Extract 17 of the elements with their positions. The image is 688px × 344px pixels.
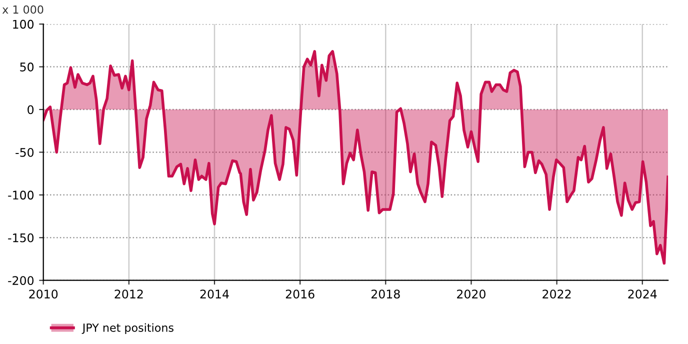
y-tick-label: -50	[16, 148, 34, 157]
legend-label: JPY net positions	[82, 323, 174, 334]
x-tick-label: 2022	[542, 290, 571, 299]
y-tick-label: -150	[8, 233, 34, 242]
x-tick-label: 2018	[371, 290, 400, 299]
y-tick-label: 0	[28, 105, 34, 114]
x-tick-label: 2020	[457, 290, 486, 299]
x-tick-label: 2014	[200, 290, 229, 299]
text: x 1 000	[2, 5, 44, 14]
y-tick-label: -100	[8, 190, 34, 200]
x-tick-label: 2016	[286, 290, 314, 299]
x-tick-label: 2012	[114, 290, 143, 299]
y-tick-label: -200	[8, 276, 34, 286]
y-tick-label: 50	[20, 62, 34, 72]
x-tick-label: 2010	[29, 290, 58, 299]
x-tick-label: 2024	[628, 290, 657, 299]
y-tick-label: 100	[13, 20, 34, 29]
